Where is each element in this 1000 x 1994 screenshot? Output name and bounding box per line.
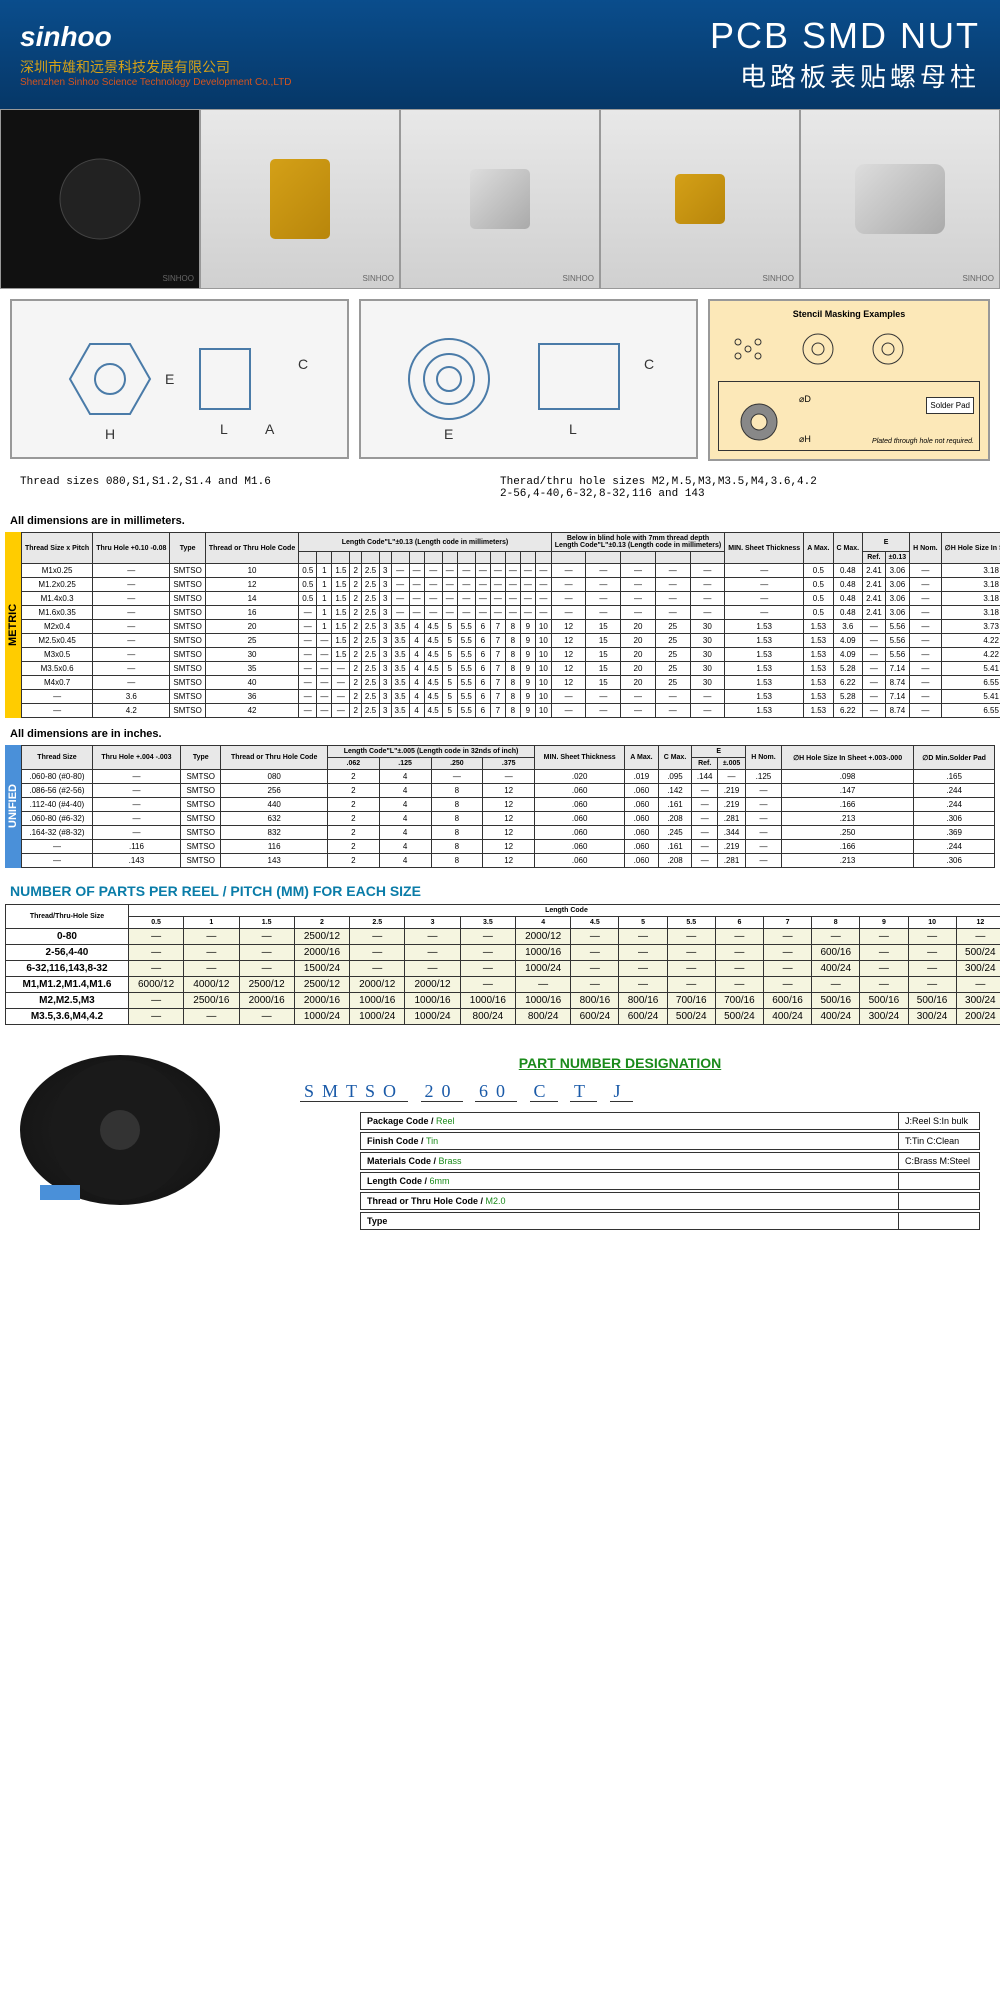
pn-title: PART NUMBER DESIGNATION [260, 1055, 980, 1071]
svg-text:L: L [220, 421, 228, 437]
pn-code: SMTSO 20 60 C T J [260, 1081, 980, 1102]
svg-text:E: E [444, 426, 453, 442]
svg-text:H: H [105, 426, 115, 442]
part-number-section: PART NUMBER DESIGNATION SMTSO 20 60 C T … [0, 1025, 1000, 1262]
product-title-cn: 电路板表贴螺母柱 [710, 57, 980, 94]
svg-text:C: C [644, 356, 654, 372]
caption-right-1: Therad/thru hole sizes M2,M.5,M3,M3.5,M4… [500, 476, 980, 488]
stencil-title: Stencil Masking Examples [718, 309, 980, 319]
caption-left: Thread sizes 080,S1,S1.2,S1.4 and M1.6 [20, 476, 500, 500]
metric-title: All dimensions are in millimeters. [0, 505, 1000, 532]
unified-table: Thread SizeThru Hole +.004 -.003TypeThre… [21, 745, 995, 868]
reel-table: Thread/Thru-Hole SizeLength Code0.511.52… [5, 904, 1000, 1025]
header: sinhoo 深圳市雄和远景科技发展有限公司 Shenzhen Sinhoo S… [0, 0, 1000, 109]
reel-title: NUMBER OF PARTS PER REEL / PITCH (MM) FO… [0, 868, 1000, 904]
company-cn: 深圳市雄和远景科技发展有限公司 [20, 57, 291, 77]
reel-image [20, 1055, 220, 1205]
pn-designation-rows: Package Code / ReelJ:Reel S:In bulkFinis… [260, 1112, 980, 1230]
svg-text:C: C [298, 356, 308, 372]
metric-label: METRIC [5, 532, 21, 718]
svg-text:E: E [165, 371, 174, 387]
svg-text:⌀D: ⌀D [799, 394, 811, 404]
unified-title: All dimensions are in inches. [0, 718, 1000, 745]
svg-text:⌀H: ⌀H [799, 434, 811, 444]
product-title-en: PCB SMD NUT [710, 15, 980, 57]
caption-right-2: 2-56,4-40,6-32,8-32,116 and 143 [500, 488, 980, 500]
metric-table: Thread Size x PitchThru Hole +0.10 -0.08… [21, 532, 1000, 718]
diagram-hex: E H C L A [10, 299, 349, 459]
product-images [0, 109, 1000, 289]
svg-text:L: L [569, 421, 577, 437]
company-en: Shenzhen Sinhoo Science Technology Devel… [20, 77, 291, 88]
stencil-panel: Stencil Masking Examples ⌀D ⌀H Solder Pa… [708, 299, 990, 461]
diagrams-row: E H C L A E C L Stencil Masking Examples… [0, 289, 1000, 471]
diagram-captions: Thread sizes 080,S1,S1.2,S1.4 and M1.6 T… [0, 471, 1000, 505]
svg-text:A: A [265, 421, 275, 437]
unified-label: UNIFIED [5, 745, 21, 868]
brand-logo: sinhoo [20, 21, 291, 53]
diagram-round: E C L [359, 299, 698, 459]
